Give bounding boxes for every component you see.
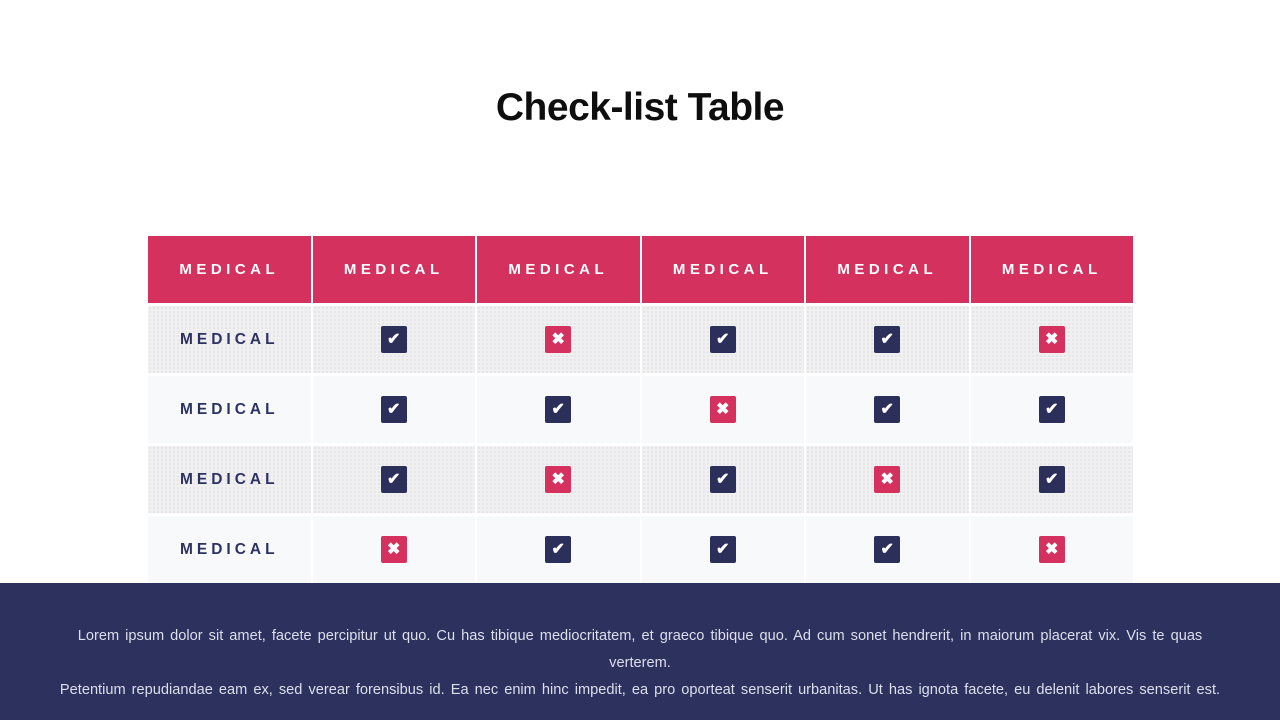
- page-title: Check-list Table: [495, 86, 785, 129]
- row-label: MEDICAL: [179, 330, 279, 348]
- table-cell: ✔: [312, 306, 477, 373]
- table-header-cell: MEDICAL: [641, 236, 806, 303]
- table-row: MEDICAL ✔ ✖ ✔ ✔ ✖: [148, 306, 1133, 373]
- check-icon: ✔: [380, 466, 407, 493]
- check-icon: ✔: [874, 536, 901, 563]
- cross-icon: ✖: [709, 396, 736, 423]
- table-cell: ✔: [312, 446, 477, 513]
- row-label: MEDICAL: [179, 470, 279, 488]
- table-cell: ✔: [641, 306, 806, 373]
- table-cell: ✔: [970, 376, 1133, 443]
- table-cell: ✖: [806, 446, 971, 513]
- check-icon: ✔: [545, 536, 572, 563]
- check-icon: ✔: [709, 536, 736, 563]
- table-header-row: MEDICAL MEDICAL MEDICAL MEDICAL MEDICAL MEDIC…: [148, 236, 1133, 303]
- table-cell: ✖: [970, 516, 1133, 583]
- table-cell: ✖: [641, 376, 806, 443]
- row-label-cell: MEDICAL: [148, 516, 313, 583]
- row-label-cell: MEDICAL: [148, 306, 313, 373]
- table-cell: ✖: [312, 516, 477, 583]
- table-cell: ✖: [970, 306, 1133, 373]
- cross-icon: ✖: [380, 536, 407, 563]
- check-icon: ✔: [874, 326, 901, 353]
- check-icon: ✔: [380, 396, 407, 423]
- footer-text: Lorem ipsum dolor sit amet, facete perci…: [58, 583, 1223, 704]
- table-header-cell: MEDICAL: [806, 236, 971, 303]
- table-cell: ✔: [970, 446, 1133, 513]
- checklist-table: MEDICAL MEDICAL MEDICAL MEDICAL MEDICAL MEDIC…: [148, 236, 1133, 583]
- table-row: MEDICAL ✖ ✔ ✔ ✔ ✖: [148, 516, 1133, 583]
- table-header-cell: MEDICAL: [312, 236, 477, 303]
- table-body: MEDICAL ✔ ✖ ✔ ✔ ✖ MEDICAL ✔ ✔ ✖ ✔ ✔ MEDICAL ✔ ✖ ✔ ✖ ✔ MEDI…: [148, 306, 1133, 583]
- table-cell: ✔: [806, 516, 971, 583]
- check-icon: ✔: [709, 326, 736, 353]
- table-cell: ✔: [641, 446, 806, 513]
- check-icon: ✔: [380, 326, 407, 353]
- table-cell: ✔: [806, 376, 971, 443]
- cross-icon: ✖: [545, 326, 572, 353]
- row-label: MEDICAL: [179, 400, 279, 418]
- row-label-cell: MEDICAL: [148, 446, 313, 513]
- table-header-cell: MEDICAL: [477, 236, 642, 303]
- cross-icon: ✖: [874, 466, 901, 493]
- cross-icon: ✖: [1038, 326, 1065, 353]
- check-icon: ✔: [545, 396, 572, 423]
- table-header-cell: MEDICAL: [970, 236, 1133, 303]
- table-cell: ✔: [312, 376, 477, 443]
- footer-line-1: Lorem ipsum dolor sit amet, facete perci…: [77, 628, 1203, 671]
- table-cell: ✔: [806, 306, 971, 373]
- table-cell: ✖: [477, 446, 642, 513]
- footer-bar: Lorem ipsum dolor sit amet, facete perci…: [0, 583, 1280, 720]
- check-icon: ✔: [709, 466, 736, 493]
- table-header-cell: MEDICAL: [148, 236, 313, 303]
- footer-line-2: Petentium repudiandae eam ex, sed verear…: [59, 682, 1221, 698]
- table-row: MEDICAL ✔ ✔ ✖ ✔ ✔: [148, 376, 1133, 443]
- table-cell: ✔: [641, 516, 806, 583]
- table-cell: ✔: [477, 516, 642, 583]
- table-cell: ✔: [477, 376, 642, 443]
- row-label: MEDICAL: [179, 540, 279, 558]
- table-row: MEDICAL ✔ ✖ ✔ ✖ ✔: [148, 446, 1133, 513]
- cross-icon: ✖: [1038, 536, 1065, 563]
- cross-icon: ✖: [545, 466, 572, 493]
- table-cell: ✖: [477, 306, 642, 373]
- row-label-cell: MEDICAL: [148, 376, 313, 443]
- check-icon: ✔: [1038, 396, 1065, 423]
- check-icon: ✔: [1038, 466, 1065, 493]
- check-icon: ✔: [874, 396, 901, 423]
